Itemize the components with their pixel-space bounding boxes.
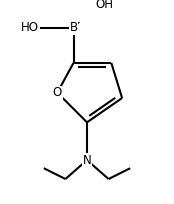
Text: OH: OH: [95, 0, 113, 11]
Text: HO: HO: [20, 21, 38, 34]
Text: O: O: [53, 86, 62, 99]
Text: N: N: [83, 154, 91, 167]
Text: B: B: [69, 21, 78, 34]
